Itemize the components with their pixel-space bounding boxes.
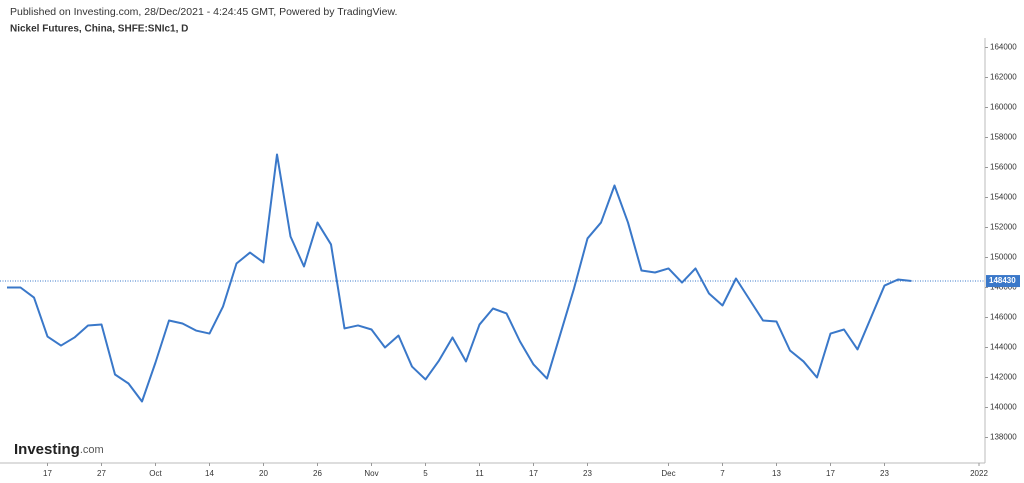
y-tick-label: 140000 bbox=[990, 403, 1017, 412]
y-tick-label: 158000 bbox=[990, 133, 1017, 142]
y-tick-label: 156000 bbox=[990, 163, 1017, 172]
y-tick-label: 154000 bbox=[990, 193, 1017, 202]
x-tick-label: 20 bbox=[259, 469, 268, 478]
x-tick-label: 23 bbox=[583, 469, 592, 478]
x-tick-label: 5 bbox=[423, 469, 428, 478]
logo-suffix: .com bbox=[80, 444, 104, 456]
y-tick-label: 150000 bbox=[990, 253, 1017, 262]
x-tick-label: 17 bbox=[43, 469, 52, 478]
y-tick-label: 146000 bbox=[990, 313, 1017, 322]
y-tick-label: 144000 bbox=[990, 343, 1017, 352]
x-tick-label: Nov bbox=[364, 469, 378, 478]
chart-title: Nickel Futures, China, SHFE:SNIc1, D bbox=[10, 24, 188, 35]
last-price-box bbox=[986, 275, 1020, 288]
price-line bbox=[7, 153, 912, 403]
y-tick-label: 160000 bbox=[990, 103, 1017, 112]
x-tick-label: Oct bbox=[149, 469, 162, 478]
x-tick-label: 23 bbox=[880, 469, 889, 478]
published-note: Published on Investing.com, 28/Dec/2021 … bbox=[10, 6, 397, 18]
y-tick-label: 162000 bbox=[990, 73, 1017, 82]
y-tick-label: 142000 bbox=[990, 373, 1017, 382]
x-tick-label: 7 bbox=[720, 469, 725, 478]
x-tick-label: 26 bbox=[313, 469, 322, 478]
x-tick-label: 27 bbox=[97, 469, 106, 478]
x-tick-label: 17 bbox=[529, 469, 538, 478]
y-tick-label: 152000 bbox=[990, 223, 1017, 232]
logo-main: Investing bbox=[14, 441, 80, 458]
last-price-label: 148430 bbox=[989, 276, 1016, 285]
y-tick-label: 138000 bbox=[990, 433, 1017, 442]
x-tick-label: 13 bbox=[772, 469, 781, 478]
x-tick-label: Dec bbox=[661, 469, 675, 478]
x-tick-label: 14 bbox=[205, 469, 214, 478]
y-tick-label: 148000 bbox=[990, 283, 1017, 292]
y-tick-label: 164000 bbox=[990, 43, 1017, 52]
x-tick-label: 11 bbox=[475, 469, 484, 478]
logo: Investing.com bbox=[14, 441, 104, 458]
x-tick-label: 2022 bbox=[970, 469, 988, 478]
x-tick-label: 17 bbox=[826, 469, 835, 478]
